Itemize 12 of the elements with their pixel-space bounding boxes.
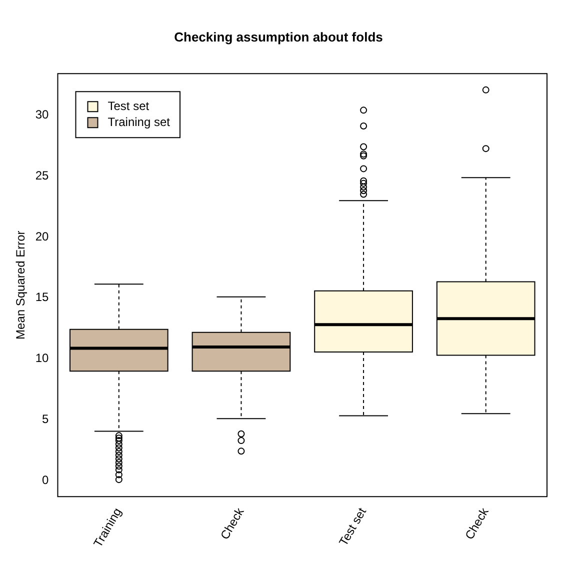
y-tick-label: 25: [35, 168, 50, 182]
legend-label: Test set: [108, 98, 150, 113]
y-tick-label: 15: [35, 290, 50, 304]
y-tick-label: 5: [42, 412, 50, 426]
x-tick-label: Test set: [336, 504, 370, 548]
y-tick-label: 20: [35, 229, 50, 244]
y-tick-label: 10: [35, 351, 50, 366]
y-tick-label: 0: [42, 473, 50, 488]
y-tick-label: 30: [35, 107, 50, 122]
legend-label: Training set: [108, 114, 171, 129]
y-axis-title: Mean Squared Error: [14, 230, 28, 340]
chart-title: Checking assumption about folds: [174, 29, 383, 44]
